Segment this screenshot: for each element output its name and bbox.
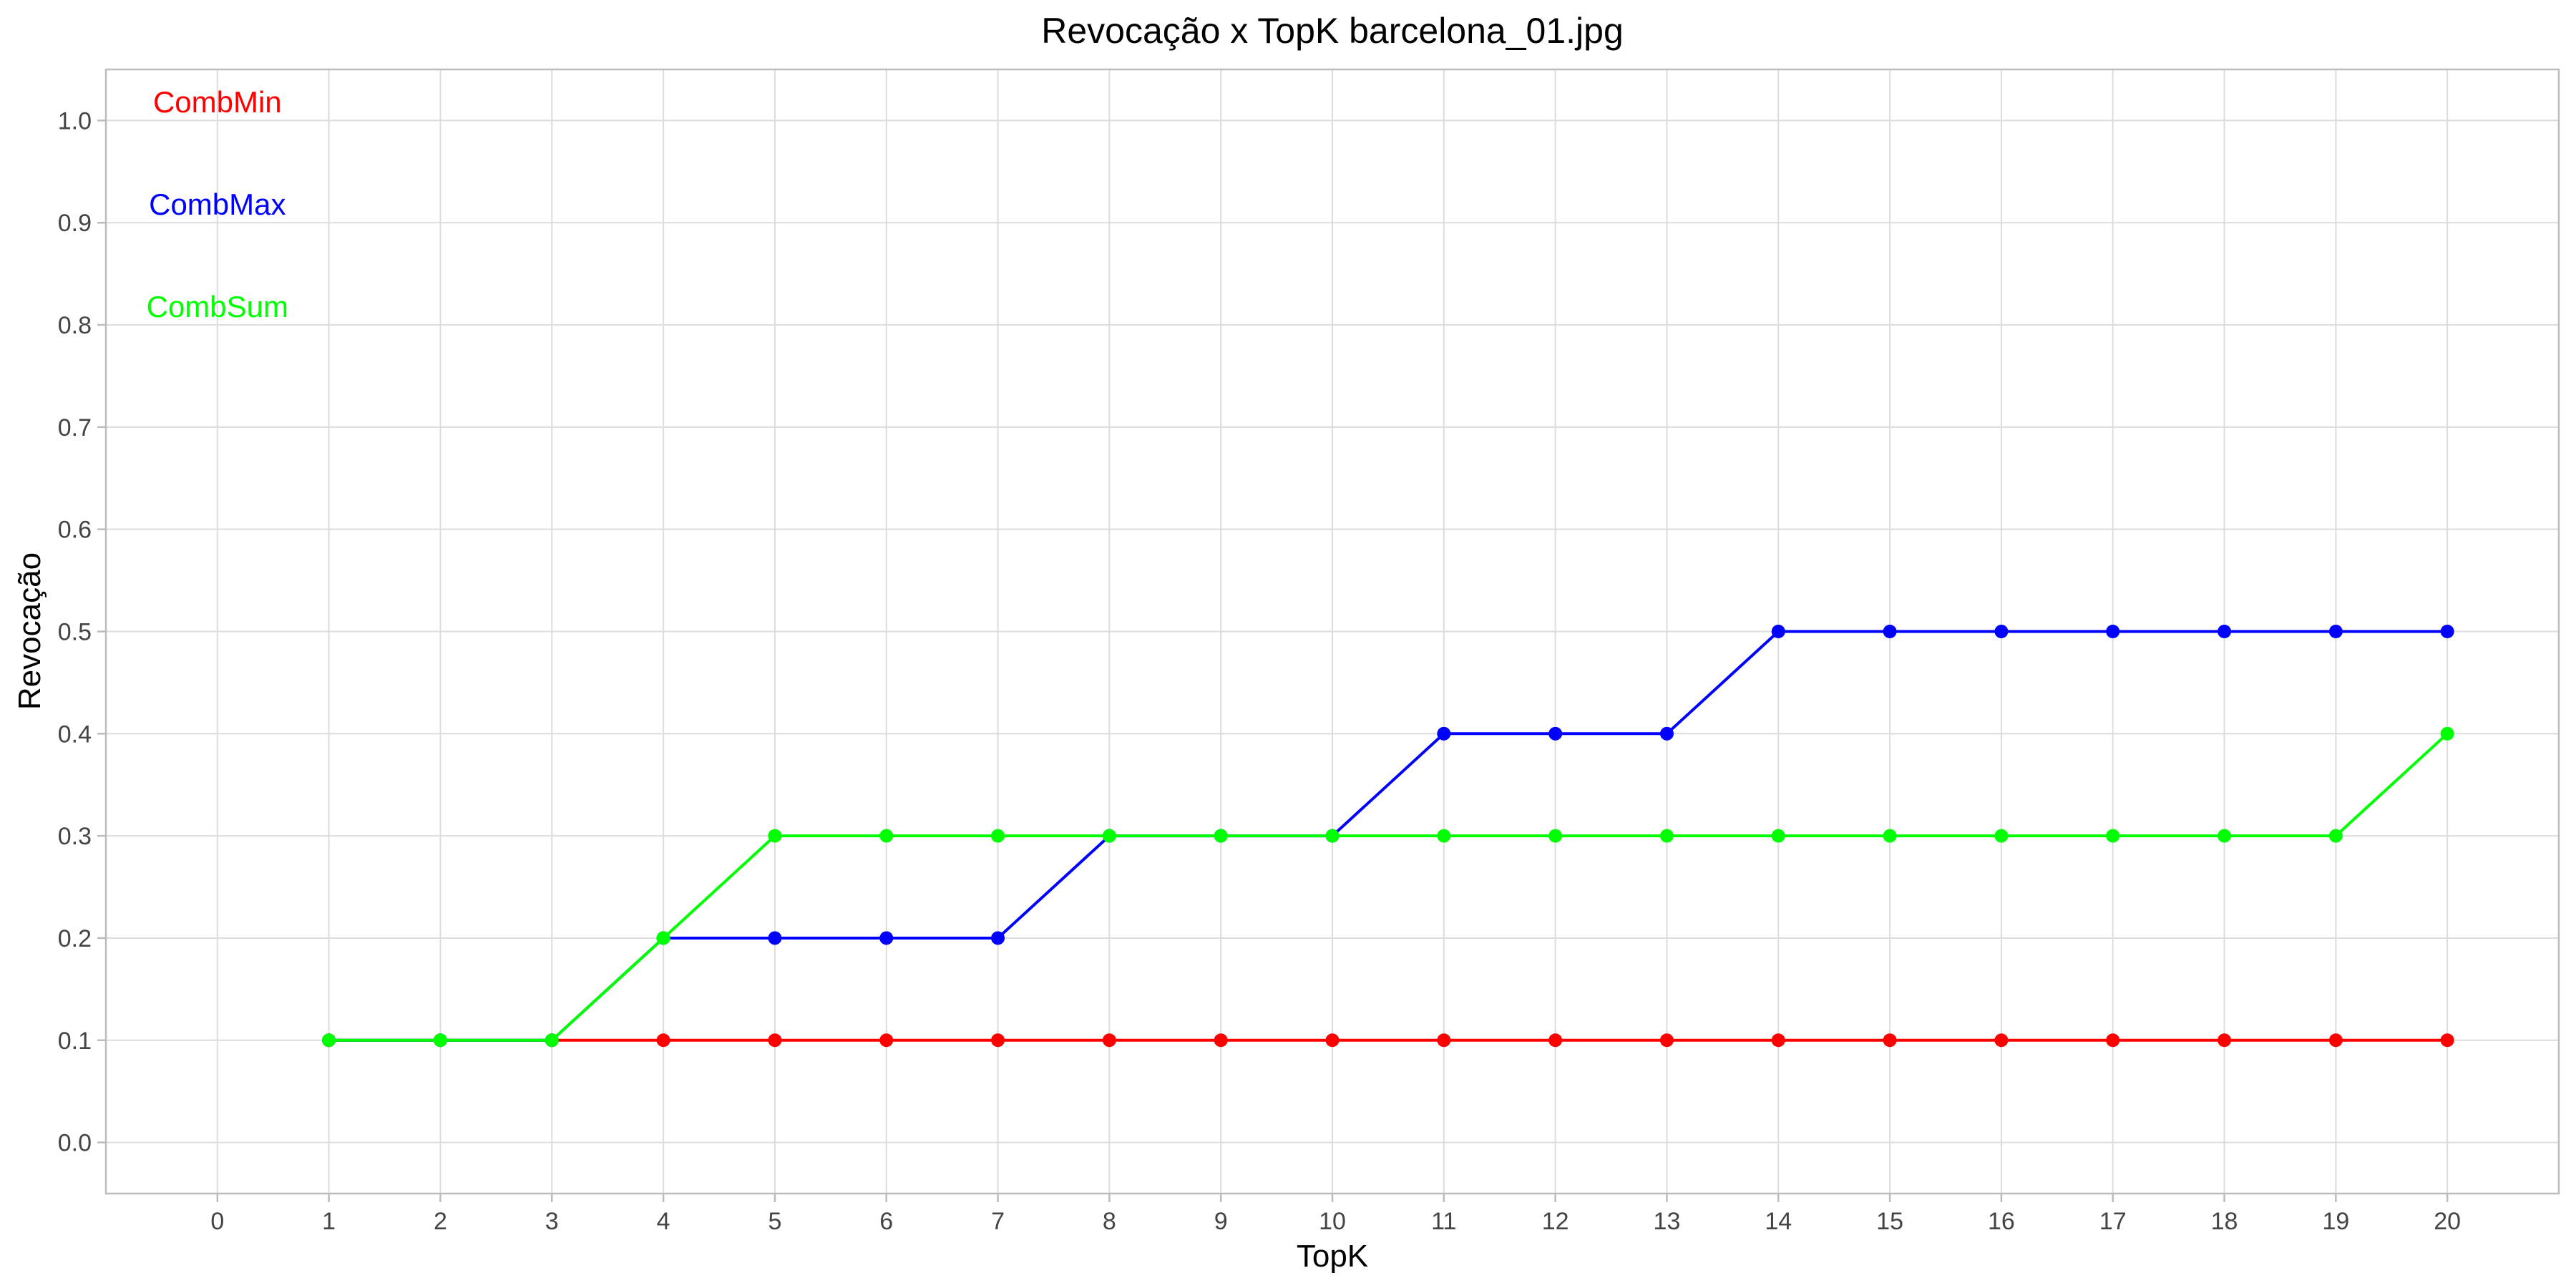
series-line-combmax (328, 630, 2448, 1042)
data-point-combsum (656, 931, 670, 945)
x-tick-label: 10 (1319, 1208, 1346, 1235)
y-tick-label: 0.6 (58, 517, 92, 544)
data-point-combmax (2328, 625, 2343, 638)
data-point-combmin (1437, 1033, 1451, 1048)
data-point-combmax (1659, 726, 1674, 741)
x-tick-label: 19 (2322, 1208, 2349, 1235)
x-tick-label: 12 (1542, 1208, 1569, 1235)
data-point-combmin (1771, 1033, 1785, 1048)
x-tick-label: 9 (1214, 1208, 1228, 1235)
x-tick-label: 13 (1654, 1208, 1681, 1235)
y-tick-label: 0.7 (58, 414, 92, 441)
y-tick-label: 1.0 (58, 107, 92, 135)
plot-series (322, 625, 2454, 1048)
data-point-combmin (768, 1033, 782, 1048)
data-point-combsum (2440, 726, 2454, 741)
data-point-combsum (1771, 829, 1785, 843)
y-tick-label: 0.1 (58, 1028, 92, 1055)
y-tick-label: 0.0 (58, 1130, 92, 1157)
x-tick-label: 14 (1765, 1208, 1792, 1235)
x-tick-label: 17 (2099, 1208, 2127, 1235)
y-axis-label: Revocação (12, 552, 47, 710)
data-point-combsum (545, 1033, 559, 1048)
data-point-combmax (879, 931, 894, 945)
y-tick-label: 0.3 (58, 823, 92, 850)
data-point-combsum (2218, 829, 2232, 843)
data-point-combmin (1883, 1033, 1897, 1048)
data-point-combmin (1659, 1033, 1674, 1048)
legend-entry-combmin: CombMin (153, 85, 282, 119)
data-point-combmin (879, 1033, 894, 1048)
data-point-combmin (1994, 1033, 2009, 1048)
series-combmin (322, 1033, 2454, 1048)
axis-ticks: 0 1 2 3 4 5 6 7 8 9 10 11 12 13 14 15 16 17 18 19 200.00.10.… (58, 107, 2461, 1235)
data-point-combsum (1102, 829, 1116, 843)
x-tick-label: 4 (657, 1208, 670, 1235)
data-point-combmin (2440, 1033, 2454, 1048)
data-point-combsum (2106, 829, 2120, 843)
data-point-combsum (1994, 829, 2009, 843)
data-point-combsum (1659, 829, 1674, 843)
data-point-combmax (1771, 625, 1785, 638)
legend-entry-combmax: CombMax (149, 187, 286, 221)
chart-title: Revocação x TopK barcelona_01.jpg (1041, 11, 1624, 51)
data-point-combmax (1548, 726, 1563, 741)
data-point-combmin (2106, 1033, 2120, 1048)
data-point-combmax (2440, 625, 2454, 638)
data-point-combsum (322, 1033, 336, 1048)
x-tick-label: 2 (434, 1208, 447, 1235)
data-point-combsum (1548, 829, 1563, 843)
x-tick-label: 0 (210, 1208, 224, 1235)
data-point-combsum (768, 829, 782, 843)
x-tick-label: 6 (879, 1208, 893, 1235)
series-line-combsum (328, 732, 2449, 1042)
data-point-combmin (1325, 1033, 1340, 1048)
data-point-combmax (2218, 625, 2232, 638)
data-point-combmin (2218, 1033, 2232, 1048)
y-tick-label: 0.9 (58, 210, 92, 237)
data-point-combsum (1325, 829, 1340, 843)
data-point-combmax (2106, 625, 2120, 638)
data-point-combmin (656, 1033, 670, 1048)
y-tick-label: 0.5 (58, 619, 92, 646)
data-point-combsum (2328, 829, 2343, 843)
data-point-combsum (991, 829, 1005, 843)
x-tick-label: 7 (991, 1208, 1005, 1235)
y-tick-label: 0.2 (58, 925, 92, 952)
legend-entry-combsum: CombSum (147, 290, 288, 323)
data-point-combsum (1214, 829, 1228, 843)
x-tick-label: 18 (2211, 1208, 2238, 1235)
x-tick-label: 11 (1431, 1208, 1456, 1235)
x-tick-label: 16 (1988, 1208, 2015, 1235)
x-tick-label: 8 (1103, 1208, 1116, 1235)
data-point-combmax (1437, 726, 1451, 741)
y-tick-label: 0.4 (58, 721, 92, 748)
x-tick-label: 15 (1876, 1208, 1903, 1235)
series-combsum (322, 726, 2454, 1048)
data-point-combmin (1214, 1033, 1228, 1048)
legend: CombMin CombMax CombSum (147, 85, 288, 323)
data-point-combmax (768, 931, 782, 945)
data-point-combmax (1883, 625, 1897, 638)
y-tick-label: 0.8 (58, 312, 92, 339)
data-point-combsum (1437, 829, 1451, 843)
data-point-combmax (1994, 625, 2009, 638)
x-axis-label: TopK (1297, 1239, 1368, 1274)
data-point-combmax (991, 931, 1005, 945)
x-tick-label: 20 (2434, 1208, 2461, 1235)
data-point-combmin (1548, 1033, 1563, 1048)
x-tick-label: 5 (768, 1208, 781, 1235)
x-tick-label: 1 (322, 1208, 336, 1235)
data-point-combmin (2328, 1033, 2343, 1048)
data-point-combmin (991, 1033, 1005, 1048)
data-point-combsum (1883, 829, 1897, 843)
data-point-combsum (879, 829, 894, 843)
x-tick-label: 3 (545, 1208, 559, 1235)
data-point-combsum (433, 1033, 447, 1048)
data-point-combmin (1102, 1033, 1116, 1048)
